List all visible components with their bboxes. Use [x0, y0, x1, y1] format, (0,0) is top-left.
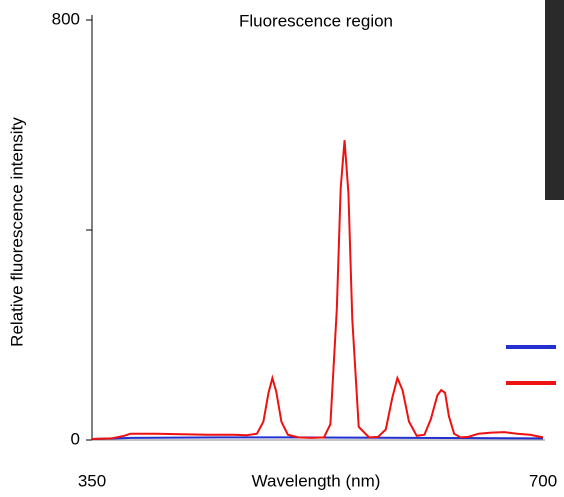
y-tick-label: 0	[71, 429, 80, 448]
inset-image	[545, 0, 564, 200]
x-tick-label: 700	[529, 471, 557, 490]
y-tick-label: 800	[52, 9, 80, 28]
x-tick-label: 350	[78, 471, 106, 490]
chart-title: Fluorescence region	[239, 11, 393, 30]
x-axis-label: Wavelength (nm)	[252, 471, 381, 490]
series-line	[91, 436, 544, 440]
y-axis-label: Relative fluorescence intensity	[7, 117, 26, 347]
series-line	[91, 140, 544, 440]
